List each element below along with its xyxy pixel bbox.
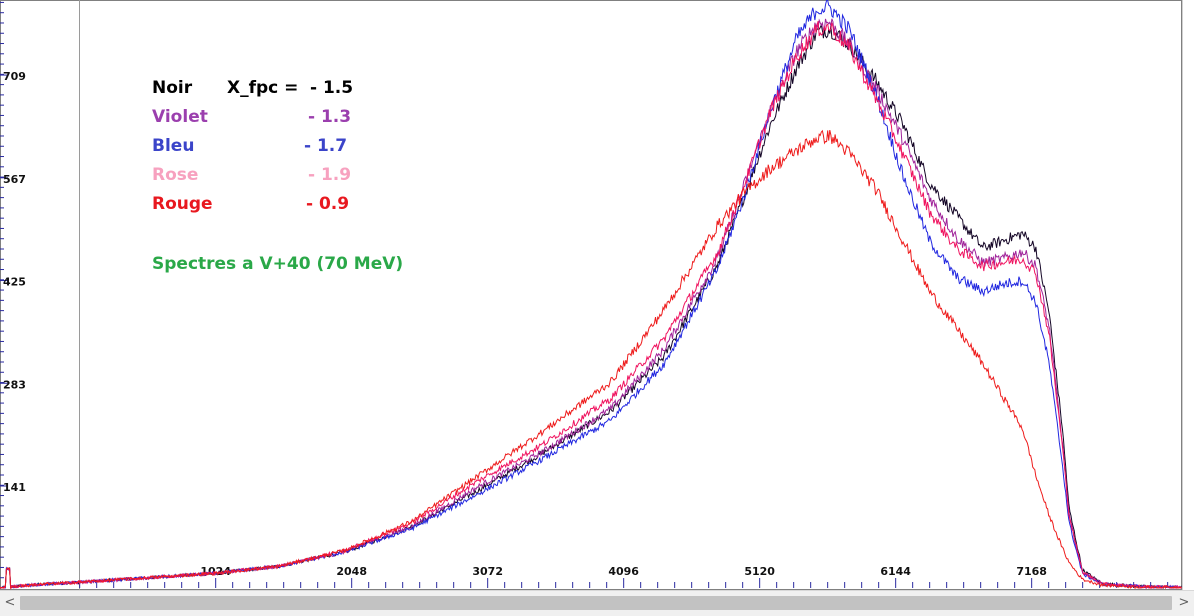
y-tick-label: 425 xyxy=(3,276,26,289)
legend-label: Noir xyxy=(152,78,193,98)
y-axis: 141 283 425 567 709 xyxy=(0,1,26,589)
legend-value: - 0.9 xyxy=(306,194,350,214)
legend-value: - 1.9 xyxy=(308,165,352,185)
scroll-left-icon[interactable]: < xyxy=(4,595,16,610)
x-tick-label: 3072 xyxy=(472,565,503,578)
x-tick-label: 6144 xyxy=(880,565,911,578)
y-tick-label: 283 xyxy=(3,378,26,391)
y-tick-label: 141 xyxy=(3,481,26,494)
series-layer xyxy=(0,0,1182,590)
x-tick-label: 4096 xyxy=(608,565,639,578)
plot-frame xyxy=(0,0,1183,590)
legend-value: - 1.3 xyxy=(308,107,352,127)
x-tick-label: 2048 xyxy=(336,565,367,578)
legend-label: Rose xyxy=(152,165,199,185)
y-tick-label: 709 xyxy=(3,70,26,83)
y-tick-label: 567 xyxy=(3,173,26,186)
chart-annotation: Spectres a V+40 (70 MeV) xyxy=(152,254,404,274)
series-line-violet xyxy=(0,18,1182,590)
horizontal-scrollbar[interactable]: < > xyxy=(0,590,1194,616)
legend-label: Bleu xyxy=(152,136,195,156)
legend-param: X_fpc = xyxy=(227,78,299,98)
plot-border xyxy=(0,0,1182,590)
x-tick-label: 7168 xyxy=(1016,565,1047,578)
scrollbar-thumb[interactable] xyxy=(20,596,1172,610)
series-line-rouge xyxy=(0,129,1182,590)
legend-label: Violet xyxy=(152,107,208,127)
x-tick-label: 5120 xyxy=(744,565,775,578)
legend-value: - 1.5 xyxy=(310,78,354,98)
scroll-right-icon[interactable]: > xyxy=(1178,595,1190,610)
legend-value: - 1.7 xyxy=(304,136,348,156)
legend-label: Rouge xyxy=(152,194,213,214)
